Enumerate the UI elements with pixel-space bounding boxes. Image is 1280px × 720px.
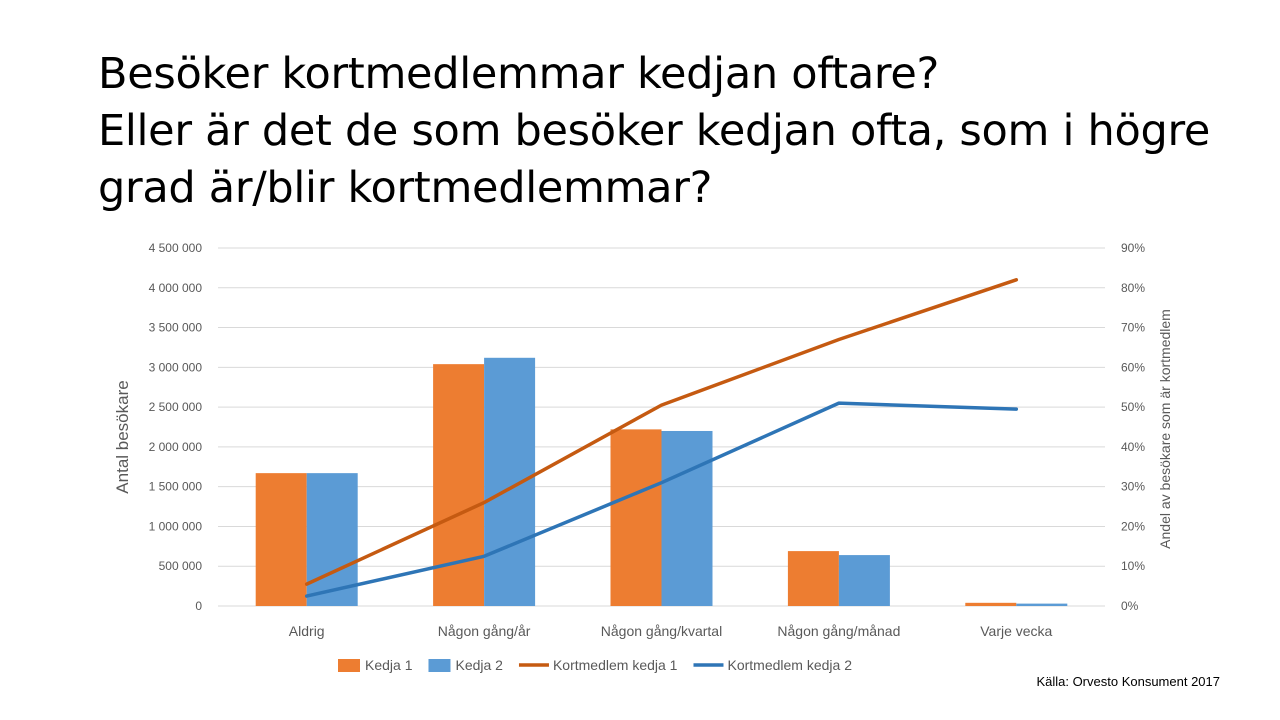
bar [787, 551, 839, 606]
bar [255, 473, 307, 606]
series-line [304, 401, 1019, 598]
x-tick-label: Någon gång/år [438, 623, 531, 639]
bar [661, 430, 713, 606]
bar [965, 602, 1017, 606]
y-axis-title: Antal besökare [113, 380, 132, 493]
y-tick-label: 2 000 000 [149, 440, 203, 454]
bar [306, 473, 358, 606]
bar [610, 429, 662, 606]
bar [433, 364, 485, 606]
legend-label: Kedja 1 [365, 657, 413, 673]
y2-tick-label: 80% [1121, 281, 1145, 295]
bar [484, 357, 536, 606]
y2-tick-label: 30% [1121, 480, 1145, 494]
y-tick-label: 3 000 000 [149, 360, 203, 374]
title-line-3: grad är/blir kortmedlemmar? [98, 163, 713, 213]
y2-tick-label: 20% [1121, 519, 1145, 533]
x-tick-label: Någon gång/månad [777, 623, 900, 639]
legend-label: Kortmedlem kedja 1 [553, 657, 678, 673]
y-tick-label: 0 [195, 599, 202, 613]
y-tick-label: 3 500 000 [149, 321, 203, 335]
title-line-1: Besöker kortmedlemmar kedjan oftare? [98, 49, 940, 99]
y2-tick-label: 0% [1121, 599, 1139, 613]
bar [1016, 603, 1068, 606]
bar [838, 555, 890, 606]
y-tick-label: 2 500 000 [149, 400, 203, 414]
legend-swatch [338, 659, 360, 672]
slide-title: Besöker kortmedlemmar kedjan oftare? Ell… [98, 46, 1248, 217]
y2-axis-title: Andel av besökare som är kortmedlem [1157, 309, 1173, 549]
source-note: Källa: Orvesto Konsument 2017 [1036, 674, 1220, 689]
legend-label: Kortmedlem kedja 2 [727, 657, 852, 673]
y-tick-label: 4 500 000 [149, 241, 203, 255]
y2-tick-label: 70% [1121, 321, 1145, 335]
x-tick-label: Någon gång/kvartal [601, 623, 722, 639]
y-tick-label: 1 500 000 [149, 480, 203, 494]
y2-tick-label: 90% [1121, 241, 1145, 255]
y-tick-label: 1 000 000 [149, 519, 203, 533]
y-tick-label: 4 000 000 [149, 281, 203, 295]
y2-tick-label: 10% [1121, 559, 1145, 573]
y2-tick-label: 50% [1121, 400, 1145, 414]
x-tick-label: Aldrig [289, 623, 325, 639]
legend-label: Kedja 2 [455, 657, 503, 673]
x-tick-label: Varje vecka [980, 623, 1052, 639]
y-tick-label: 500 000 [159, 559, 203, 573]
title-line-2: Eller är det de som besöker kedjan ofta,… [98, 106, 1211, 156]
legend-swatch [428, 659, 451, 672]
y2-tick-label: 40% [1121, 440, 1145, 454]
series-line [304, 278, 1019, 586]
y2-tick-label: 60% [1121, 360, 1145, 374]
